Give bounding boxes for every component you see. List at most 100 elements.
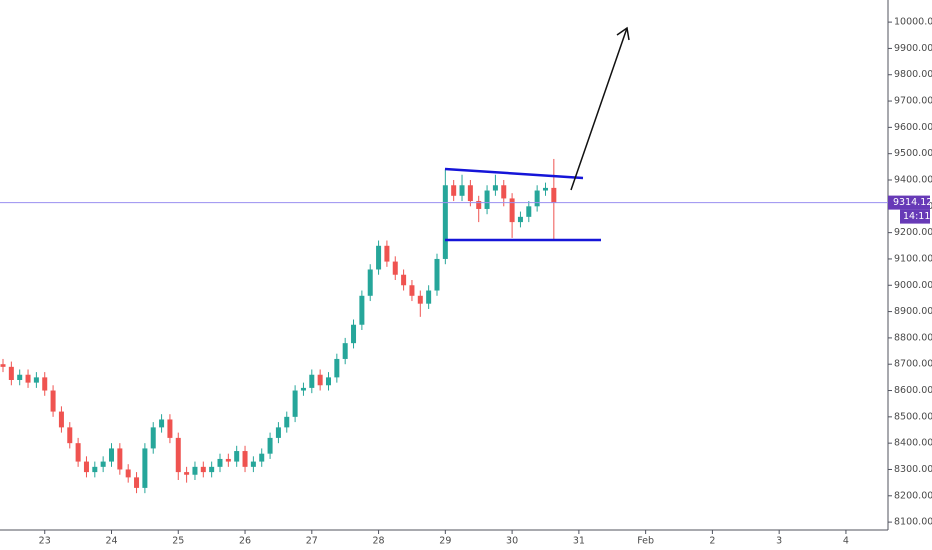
candle-body xyxy=(484,190,490,209)
candle-body xyxy=(417,295,423,304)
candle-body xyxy=(8,366,14,380)
x-tick-label: 3 xyxy=(776,536,782,547)
candle-body xyxy=(50,390,56,412)
y-tick-label: 8300.00 xyxy=(894,464,932,475)
y-tick-label: 8500.00 xyxy=(894,411,932,422)
candle-body xyxy=(184,472,190,475)
x-tick-label: Feb xyxy=(637,536,654,547)
x-tick-label: 28 xyxy=(373,536,385,547)
candle-body xyxy=(75,443,81,462)
candle-body xyxy=(134,477,140,488)
candle-body xyxy=(459,185,465,196)
candle-body xyxy=(200,466,206,473)
y-tick-label: 9600.00 xyxy=(894,122,932,133)
candle-body xyxy=(267,437,273,454)
candle-body xyxy=(175,437,181,473)
y-tick-label: 9700.00 xyxy=(894,96,932,107)
candle-body xyxy=(501,185,507,199)
candle-body xyxy=(167,419,173,438)
candle-body xyxy=(217,458,223,467)
y-tick-label: 8800.00 xyxy=(894,332,932,343)
candle-body xyxy=(517,216,523,223)
y-tick-label: 8600.00 xyxy=(894,385,932,396)
candle-body xyxy=(451,185,457,196)
x-tick-label: 4 xyxy=(843,536,849,547)
y-tick-label: 8900.00 xyxy=(894,306,932,317)
x-tick-label: 30 xyxy=(506,536,518,547)
candle-body xyxy=(225,458,231,462)
arrow xyxy=(570,26,630,191)
y-tick-label: 9500.00 xyxy=(894,148,932,159)
x-tick-label: 27 xyxy=(306,536,318,547)
candle-body xyxy=(42,377,48,391)
y-tick-label: 9900.00 xyxy=(894,43,932,54)
y-tick-label: 8200.00 xyxy=(894,490,932,501)
candle-body xyxy=(234,451,240,462)
x-tick-label: 29 xyxy=(439,536,451,547)
candle-body xyxy=(426,290,432,304)
plot xyxy=(0,158,557,494)
candle-body xyxy=(409,285,415,296)
candle-body xyxy=(467,185,473,202)
candle-body xyxy=(542,187,548,191)
candle-body xyxy=(526,206,532,217)
candle-body xyxy=(434,258,440,291)
arrow-shaft xyxy=(570,27,628,191)
y-tick-label: 9200.00 xyxy=(894,227,932,238)
candle-body xyxy=(317,374,323,386)
candle-body xyxy=(67,427,73,444)
candle-body xyxy=(376,245,382,270)
candle-body xyxy=(159,419,165,428)
candle-body xyxy=(359,295,365,325)
y-tick-label: 8100.00 xyxy=(894,517,932,528)
candle-body xyxy=(33,377,39,383)
candle-body xyxy=(275,427,281,438)
candle-body xyxy=(367,269,373,296)
arrow-head xyxy=(616,26,630,41)
candle-body xyxy=(259,453,265,462)
candle-body xyxy=(309,374,315,388)
y-tick-label: 9100.00 xyxy=(894,253,932,264)
price-label-box xyxy=(888,195,930,210)
candle-body xyxy=(100,461,106,467)
candle-body xyxy=(300,387,306,391)
y-tick-label: 9800.00 xyxy=(894,69,932,80)
upper-trendline xyxy=(444,167,584,180)
candle-body xyxy=(351,324,357,344)
candle-body xyxy=(384,245,390,262)
y-tick-label: 10000.00 xyxy=(894,17,932,28)
candle-body xyxy=(534,190,540,207)
candle-body xyxy=(25,374,31,383)
candle-body xyxy=(83,461,89,473)
y-tick-label: 8700.00 xyxy=(894,359,932,370)
candle-body xyxy=(150,427,156,449)
candle-body xyxy=(492,185,498,191)
candle-body xyxy=(0,364,6,367)
candle-body xyxy=(17,374,23,380)
candle-body xyxy=(401,274,407,286)
x-tick-label: 23 xyxy=(39,536,51,547)
candle-body xyxy=(325,377,331,386)
countdown-label: 14:11 xyxy=(903,211,930,222)
candle-body xyxy=(284,416,290,428)
candle-body xyxy=(117,448,123,470)
candle-body xyxy=(250,461,256,467)
candle-body xyxy=(58,411,64,428)
x-tick-label: 2 xyxy=(709,536,715,547)
candle-body xyxy=(334,358,340,378)
y-tick-label: 9400.00 xyxy=(894,175,932,186)
candle-body xyxy=(209,466,215,473)
y-tick-label: 9000.00 xyxy=(894,280,932,291)
x-tick-label: 24 xyxy=(105,536,117,547)
countdown-box xyxy=(900,209,930,224)
candle-body xyxy=(92,466,98,473)
x-tick-label: 25 xyxy=(172,536,184,547)
candle-body xyxy=(292,390,298,417)
candle-body xyxy=(476,201,482,209)
price-label: 9314.12 xyxy=(893,197,932,208)
candle-body xyxy=(125,469,131,478)
candle-body xyxy=(108,448,115,462)
candle-body xyxy=(442,185,448,259)
